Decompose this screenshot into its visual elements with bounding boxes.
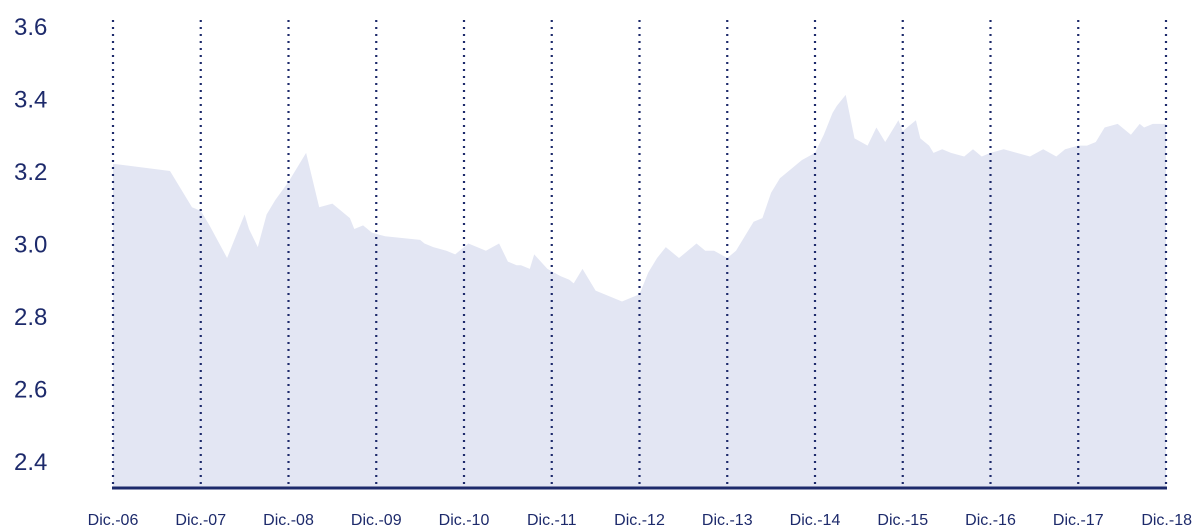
x-tick-label: Dic.-18 [1141, 512, 1192, 529]
x-tick-label: Dic.-15 [877, 512, 928, 529]
x-tick-label: Dic.-07 [175, 512, 226, 529]
x-tick-label: Dic.-08 [263, 512, 314, 529]
x-tick-label: Dic.-10 [439, 512, 490, 529]
x-tick-label: Dic.-06 [88, 512, 139, 529]
x-tick-label: Dic.-12 [614, 512, 665, 529]
area-series-layer [113, 94, 1166, 489]
y-tick-label: 3.0 [14, 232, 47, 259]
x-tick-label: Dic.-17 [1053, 512, 1104, 529]
x-tick-label: Dic.-13 [702, 512, 753, 529]
x-axis-ticks: Dic.-06 Dic.-07 Dic.-08 Dic.-09 Dic.-10 Dic.-… [88, 512, 1192, 529]
y-tick-label: 2.6 [14, 377, 47, 404]
y-tick-label: 3.2 [14, 159, 47, 186]
y-tick-label: 3.6 [14, 14, 47, 41]
x-tick-label: Dic.-14 [790, 512, 841, 529]
area-series-0 [113, 94, 1166, 489]
y-tick-label: 2.8 [14, 304, 47, 331]
y-axis-ticks: 3.6 3.4 3.2 3.0 2.8 2.6 2.4 [14, 14, 47, 476]
y-tick-label: 3.4 [14, 87, 47, 114]
year-gridlines [111, 20, 1168, 488]
x-tick-label: Dic.-11 [527, 512, 577, 529]
x-tick-label: Dic.-16 [965, 512, 1016, 529]
x-tick-label: Dic.-09 [351, 512, 402, 529]
y-tick-label: 2.4 [14, 449, 47, 476]
